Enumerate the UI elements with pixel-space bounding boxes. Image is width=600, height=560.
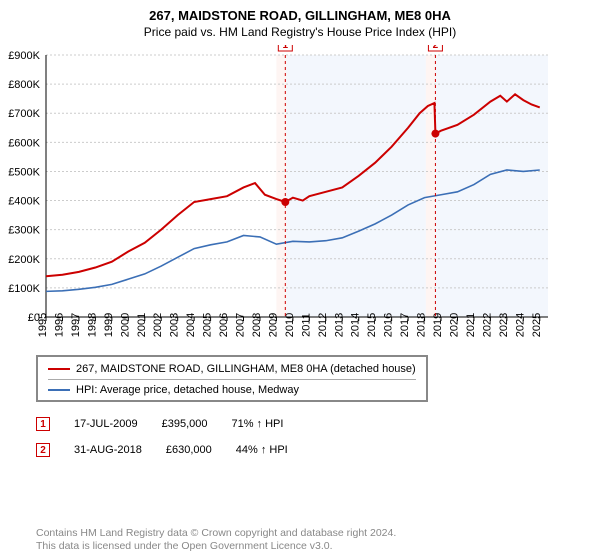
svg-text:2016: 2016 [383,313,395,337]
sale-delta: 44% ↑ HPI [236,444,288,456]
svg-text:1998: 1998 [86,313,98,337]
svg-text:£200K: £200K [8,254,40,266]
svg-text:1: 1 [283,45,289,51]
footnote: Contains HM Land Registry data © Crown c… [36,527,396,554]
svg-text:2018: 2018 [416,313,428,337]
svg-text:£500K: £500K [8,166,40,178]
legend-swatch-hpi [48,389,70,391]
legend: 267, MAIDSTONE ROAD, GILLINGHAM, ME8 0HA… [36,355,428,402]
svg-text:2008: 2008 [251,313,263,337]
svg-text:2009: 2009 [267,313,279,337]
sale-marker-icon: 1 [36,417,50,431]
svg-text:2019: 2019 [432,313,444,337]
svg-text:£100K: £100K [8,283,40,295]
svg-text:2020: 2020 [448,313,460,337]
svg-text:1996: 1996 [53,313,65,337]
svg-text:2022: 2022 [481,313,493,337]
svg-text:2: 2 [433,45,439,51]
svg-text:£800K: £800K [8,79,40,91]
legend-row-hpi: HPI: Average price, detached house, Medw… [48,384,416,396]
svg-text:£300K: £300K [8,225,40,237]
svg-text:1997: 1997 [70,313,82,337]
svg-text:2024: 2024 [514,313,526,337]
sale-row: 1 17-JUL-2009 £395,000 71% ↑ HPI [36,417,283,431]
sale-delta: 71% ↑ HPI [231,418,283,430]
svg-text:2023: 2023 [498,313,510,337]
page-title: 267, MAIDSTONE ROAD, GILLINGHAM, ME8 0HA [0,0,600,23]
svg-text:2000: 2000 [119,313,131,337]
svg-text:1999: 1999 [103,313,115,337]
sale-marker-icon: 2 [36,443,50,457]
legend-label-hpi: HPI: Average price, detached house, Medw… [76,384,299,396]
svg-text:2021: 2021 [465,313,477,337]
legend-divider [48,379,416,380]
footnote-line: This data is licensed under the Open Gov… [36,540,396,554]
svg-text:£700K: £700K [8,108,40,120]
svg-text:2013: 2013 [333,313,345,337]
legend-label-subject: 267, MAIDSTONE ROAD, GILLINGHAM, ME8 0HA… [76,363,416,375]
page-subtitle: Price paid vs. HM Land Registry's House … [0,23,600,45]
sale-price: £630,000 [166,444,212,456]
legend-row-subject: 267, MAIDSTONE ROAD, GILLINGHAM, ME8 0HA… [48,363,416,375]
svg-text:2025: 2025 [531,313,543,337]
svg-text:2010: 2010 [284,313,296,337]
svg-text:2011: 2011 [300,313,312,337]
sale-date: 17-JUL-2009 [74,418,138,430]
svg-text:2003: 2003 [169,313,181,337]
sale-row: 2 31-AUG-2018 £630,000 44% ↑ HPI [36,443,288,457]
chart-container: £0£100K£200K£300K£400K£500K£600K£700K£80… [0,45,600,365]
price-chart: £0£100K£200K£300K£400K£500K£600K£700K£80… [0,45,560,365]
svg-text:2006: 2006 [218,313,230,337]
svg-text:1995: 1995 [37,313,49,337]
svg-text:£400K: £400K [8,196,40,208]
svg-text:2015: 2015 [366,313,378,337]
svg-text:2001: 2001 [136,313,148,337]
svg-text:2014: 2014 [350,313,362,337]
svg-text:2002: 2002 [152,313,164,337]
svg-text:2017: 2017 [399,313,411,337]
footnote-line: Contains HM Land Registry data © Crown c… [36,527,396,541]
svg-text:2012: 2012 [317,313,329,337]
svg-text:2004: 2004 [185,313,197,337]
sale-price: £395,000 [162,418,208,430]
svg-text:2007: 2007 [235,313,247,337]
svg-text:£600K: £600K [8,137,40,149]
legend-swatch-subject [48,368,70,370]
svg-text:£900K: £900K [8,50,40,62]
svg-text:2005: 2005 [202,313,214,337]
sale-date: 31-AUG-2018 [74,444,142,456]
